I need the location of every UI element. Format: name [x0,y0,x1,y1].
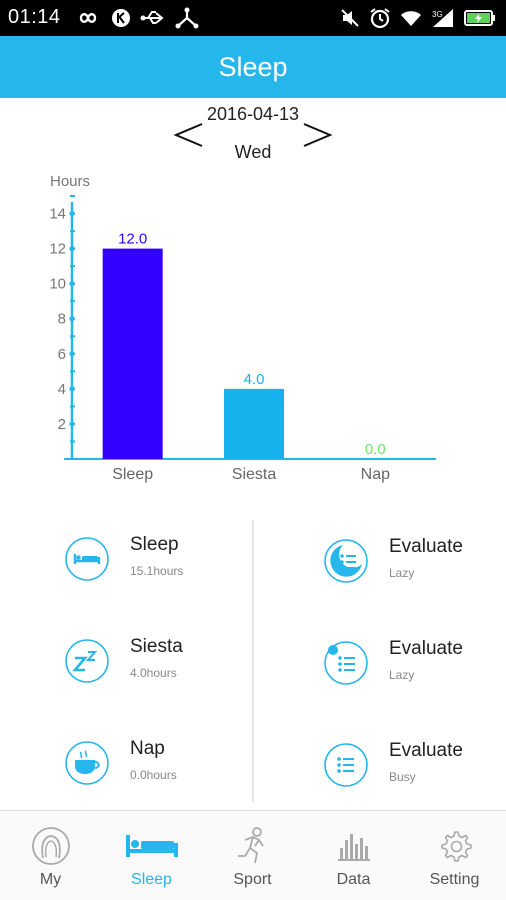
alarm-icon [369,7,391,29]
coffee-cup-icon [64,740,110,786]
stat-value: 0.0hours [130,768,177,782]
y-tick-label: 14 [49,206,66,223]
bar-value-label: 4.0 [244,371,265,388]
next-day-button[interactable] [300,120,334,150]
stat-siesta: Siesta 4.0hours [64,632,284,692]
stat-value: 4.0hours [130,666,177,680]
x-tick-label: Sleep [112,466,153,483]
signal-icon: 3G [431,8,455,28]
nav-label: Data [336,871,371,888]
stat-value: Busy [389,770,416,784]
evaluate-moon-icon [323,538,369,584]
status-right-icons: 3G [340,5,496,31]
usb-icon [140,9,166,27]
y-tick-label: 12 [49,241,66,258]
nav-label: Sport [233,871,272,888]
y-tick-label: 8 [58,311,66,328]
bed-icon [64,536,110,582]
runner-icon [202,825,303,867]
y-tick-mark [69,210,75,217]
page-title: Sleep [218,52,288,82]
infinity-icon [74,10,102,26]
chevron-left-icon [173,123,203,147]
profile-icon [0,825,101,867]
nav-item-my[interactable]: My [0,811,101,900]
y-tick-mark [69,351,75,357]
stat-value: Lazy [389,668,415,682]
y-tick-label: 6 [58,346,66,363]
app-header: Sleep [0,36,506,98]
nav-item-setting[interactable]: Setting [404,811,505,900]
evaluate-dot-icon [323,640,369,686]
k-badge-icon [111,8,131,28]
y-tick-mark [69,386,75,392]
stat-title: Evaluate [389,536,463,557]
stat-sleep: Sleep 15.1hours [64,530,284,590]
stat-title: Nap [130,738,165,759]
y-tick-mark [69,421,75,427]
sleep-bar-chart: Hours 2 4 6 8 10 12 14 12.0 Sleep 4.0 Siesta 0.0 Nap [49,173,436,483]
stat-evaluate-siesta: Evaluate Lazy [323,634,506,694]
y-tick-label: 4 [58,381,66,398]
stats-divider [252,520,254,802]
nav-label: Sleep [131,871,172,888]
stat-value: Lazy [389,566,415,580]
nav-item-data[interactable]: Data [303,811,404,900]
x-tick-label: Siesta [232,466,277,483]
bar-value-label: 0.0 [365,441,386,458]
evaluate-list-icon [323,742,369,788]
stat-value: 15.1hours [130,564,184,578]
stat-title: Sleep [130,534,179,555]
nav-label: My [39,871,62,888]
bar-chart-icon [303,825,404,867]
chevron-right-icon [303,123,333,147]
stat-title: Siesta [130,636,183,657]
status-time: 01:14 [8,6,61,28]
bar-siesta [224,388,284,459]
y-tick-label: 10 [49,276,66,293]
bottom-nav: My Sleep Sport Data Setting [0,810,506,900]
svg-text:3G: 3G [432,10,443,19]
bar-sleep [102,248,163,459]
y-tick-mark [69,281,75,287]
stat-title: Evaluate [389,740,463,761]
date-label: 2016-04-13 [206,104,300,124]
weekday-label: Wed [234,142,272,162]
stat-evaluate-sleep: Evaluate Lazy [323,532,506,592]
date-navigator: 2016-04-13 Wed [0,98,506,170]
mute-icon [340,8,360,28]
nav-item-sport[interactable]: Sport [202,811,303,900]
sleep-chart: Hours 2 4 6 8 10 12 14 12.0 Sleep 4.0 Siesta 0.0 Nap [0,166,506,496]
status-bar: 01:14 3G [0,0,506,36]
previous-day-button[interactable] [172,120,206,150]
y-tick-mark [69,316,75,322]
stats-panel: Sleep 15.1hours Siesta 4.0hours Nap 0.0h… [0,516,506,806]
stat-evaluate-nap: Evaluate Busy [323,736,506,796]
stat-title: Evaluate [389,638,463,659]
status-left-icons [74,5,199,31]
y-axis-label: Hours [50,173,90,190]
y-tick-label: 2 [58,416,66,433]
y-tick-mark [69,246,75,252]
stat-nap: Nap 0.0hours [64,734,284,794]
x-tick-label: Nap [361,466,390,483]
battery-icon [464,9,496,27]
nav-label: Setting [429,871,480,888]
nav-item-sleep[interactable]: Sleep [101,811,202,900]
gear-icon [404,825,505,867]
bar-value-label: 12.0 [118,231,147,248]
bed-icon [101,825,202,867]
tethering-icon [175,7,199,29]
zz-icon [64,638,110,684]
wifi-icon [400,9,422,27]
